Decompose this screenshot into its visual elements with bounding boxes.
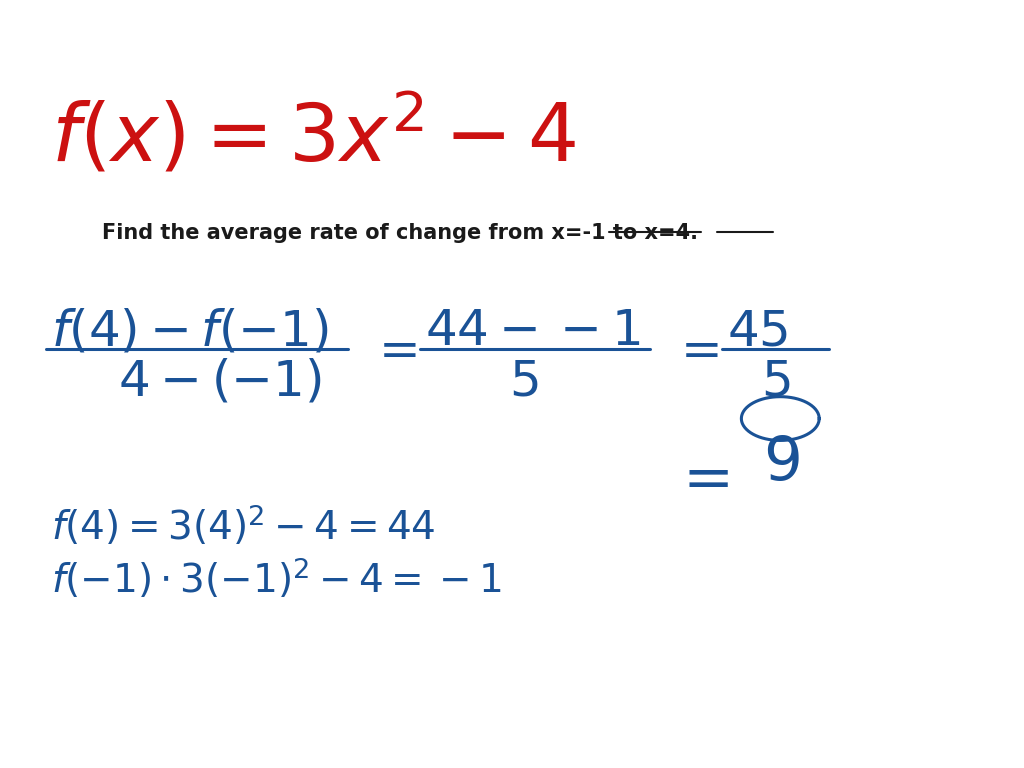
Text: $f(x) = 3x^2 - 4$: $f(x) = 3x^2 - 4$ [51,92,577,179]
Text: $f(-1) \cdot 3(-1)^2 - 4 = -1$: $f(-1) \cdot 3(-1)^2 - 4 = -1$ [51,557,503,601]
Text: $=$: $=$ [671,326,719,375]
Text: $=$: $=$ [369,326,417,375]
Text: $9$: $9$ [763,434,800,493]
Text: $4 - (-1)$: $4 - (-1)$ [118,357,322,406]
Text: Find the average rate of change from x=-1 to x=4.: Find the average rate of change from x=-… [102,223,698,243]
Text: $44 - -1$: $44 - -1$ [425,307,640,356]
Text: $45$: $45$ [727,307,788,356]
Text: $5$: $5$ [509,357,539,406]
Text: $f(4) - f(-1)$: $f(4) - f(-1)$ [51,307,329,356]
Text: $=$: $=$ [671,449,729,508]
Text: $f(4) = 3(4)^2 - 4 = 44$: $f(4) = 3(4)^2 - 4 = 44$ [51,503,436,548]
Text: $5$: $5$ [761,357,791,406]
